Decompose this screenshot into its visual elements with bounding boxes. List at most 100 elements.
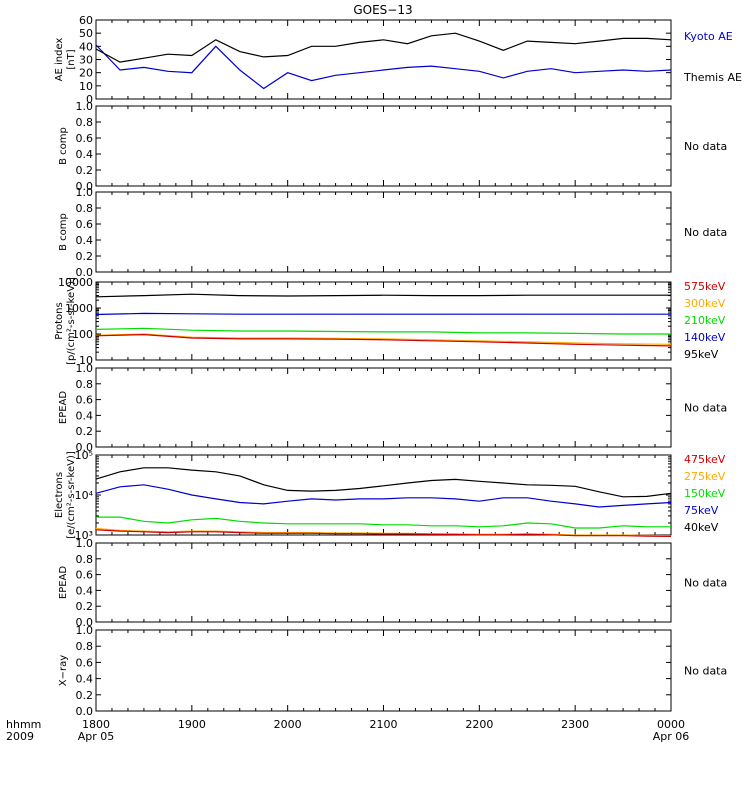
hhmm-label: hhmm <box>6 718 41 731</box>
panel-epead-2: 0.0 0.2 0.4 0.6 0.8 1.0 EPEAD No data <box>58 537 727 629</box>
y-tick-label: 40 <box>79 40 93 53</box>
no-data-label: No data <box>684 665 727 678</box>
series-kyoto-ae <box>95 44 672 90</box>
time-tick-label: 2200 <box>465 718 493 731</box>
date-label: Apr 06 <box>653 730 690 743</box>
legend-entry: 275keV <box>684 470 726 483</box>
panel-frame <box>95 191 672 273</box>
y-axis-label: EPEAD <box>58 391 69 425</box>
series-themis-ae <box>95 32 672 63</box>
series-40kev <box>95 467 672 498</box>
y-tick-label: 0.6 <box>76 394 94 407</box>
y-axis-label: AE index <box>54 38 65 82</box>
legend-entry: Kyoto AE <box>684 30 733 43</box>
y-tick-label: 0.8 <box>76 378 94 391</box>
y-tick-label: 0.4 <box>76 584 94 597</box>
figure-title: GOES−13 <box>353 3 412 17</box>
y-tick-label: 1000 <box>65 302 93 315</box>
y-axis-label: B comp <box>58 213 69 251</box>
y-tick-label: 0.8 <box>76 553 94 566</box>
series-575kev <box>95 333 672 347</box>
panel-frame <box>95 19 672 100</box>
y-tick-label: 0.2 <box>76 250 94 263</box>
series-150kev <box>96 516 671 529</box>
legend-entry: 475keV <box>684 453 726 466</box>
legend-entry: 95keV <box>684 348 719 361</box>
y-axis-label: Protons <box>54 302 65 339</box>
no-data-label: No data <box>684 402 727 415</box>
time-tick-label: 1900 <box>178 718 206 731</box>
y-tick-label: 0.0 <box>76 616 94 629</box>
time-axis: hhmm 2009 1800 1900 2000 2100 2200 2300 0000Ap… <box>6 718 689 743</box>
panel-frame <box>95 542 672 623</box>
y-tick-label: 20 <box>79 67 93 80</box>
panel-electrons: 10³ 10⁴ 10⁵ Electrons [e/(cm²-s-sr-keV)] 475k… <box>54 449 726 542</box>
series-210kev <box>95 327 671 335</box>
y-tick-label: 10000 <box>58 276 93 289</box>
panel-frame <box>95 629 672 712</box>
y-tick-label: 30 <box>79 54 93 67</box>
y-axis-label: [p/(cm²-s-sr-keV)] <box>66 277 77 365</box>
y-tick-label: 0.4 <box>76 673 94 686</box>
y-tick-label: 10⁵ <box>75 449 93 462</box>
y-tick-label: 0.6 <box>76 569 94 582</box>
legend-entry: 575keV <box>684 280 726 293</box>
panel-x-ray: 0.0 0.2 0.4 0.6 0.8 1.0 X−ray No data <box>58 624 727 718</box>
date-label: Apr 05 <box>78 730 115 743</box>
panel-epead-1: 0.0 0.2 0.4 0.6 0.8 1.0 EPEAD No data <box>58 362 727 454</box>
y-tick-label: 0.8 <box>76 202 94 215</box>
panel-protons: 10 100 1000 10000 Protons [p/(cm²-s-sr-keV)] 5… <box>54 276 726 367</box>
y-tick-label: 0.0 <box>76 441 94 454</box>
y-tick-label: 1.0 <box>76 624 94 637</box>
panel-frame <box>95 367 672 448</box>
y-tick-label: 0.0 <box>76 705 94 718</box>
time-tick-label: 2000 <box>274 718 302 731</box>
y-axis-label: [e/(cm²-s-sr-keV)] <box>66 451 77 539</box>
legend-entry: 40keV <box>684 521 719 534</box>
time-tick-label: 0000 <box>657 718 685 731</box>
y-tick-label: 10 <box>79 354 93 367</box>
y-axis-label: B comp <box>58 127 69 165</box>
y-axis-label: X−ray <box>58 655 69 686</box>
legend-entry: 140keV <box>684 331 726 344</box>
y-tick-label: 0.8 <box>76 116 94 129</box>
y-tick-label: 1.0 <box>76 100 94 113</box>
y-tick-label: 1.0 <box>76 362 94 375</box>
y-tick-label: 0 <box>86 93 93 106</box>
panel-b-comp-2: 0.0 0.2 0.4 0.6 0.8 1.0 B comp No data <box>58 186 727 279</box>
y-tick-label: 0.2 <box>76 425 94 438</box>
y-tick-label: 0.6 <box>76 656 94 669</box>
y-axis-label: EPEAD <box>58 566 69 600</box>
y-tick-label: 10³ <box>75 529 93 542</box>
y-tick-label: 0.4 <box>76 409 94 422</box>
y-tick-label: 0.4 <box>76 148 94 161</box>
panel-frame <box>95 281 672 361</box>
y-tick-label: 0.6 <box>76 218 94 231</box>
series-75kev <box>95 484 672 508</box>
y-tick-label: 0.4 <box>76 234 94 247</box>
y-tick-label: 1.0 <box>76 186 94 199</box>
y-tick-label: 0.0 <box>76 180 94 193</box>
y-axis-label: [nT] <box>66 49 77 69</box>
no-data-label: No data <box>684 577 727 590</box>
no-data-label: No data <box>684 140 727 153</box>
y-tick-label: 0.2 <box>76 164 94 177</box>
series-475kev <box>95 529 672 537</box>
y-tick-label: 100 <box>72 328 93 341</box>
series-140kev <box>95 312 671 316</box>
legend-entry: 75keV <box>684 504 719 517</box>
time-tick-label: 2300 <box>561 718 589 731</box>
legend-entry: 210keV <box>684 314 726 327</box>
legend-entry: 300keV <box>684 297 726 310</box>
panel-frame <box>95 105 672 187</box>
series-275kev <box>95 527 672 537</box>
y-tick-label: 0.2 <box>76 600 94 613</box>
series-95kev <box>95 293 671 298</box>
y-tick-label: 60 <box>79 14 93 27</box>
y-tick-label: 10 <box>79 80 93 93</box>
panel-frame <box>95 454 672 536</box>
y-tick-label: 0.6 <box>76 132 94 145</box>
